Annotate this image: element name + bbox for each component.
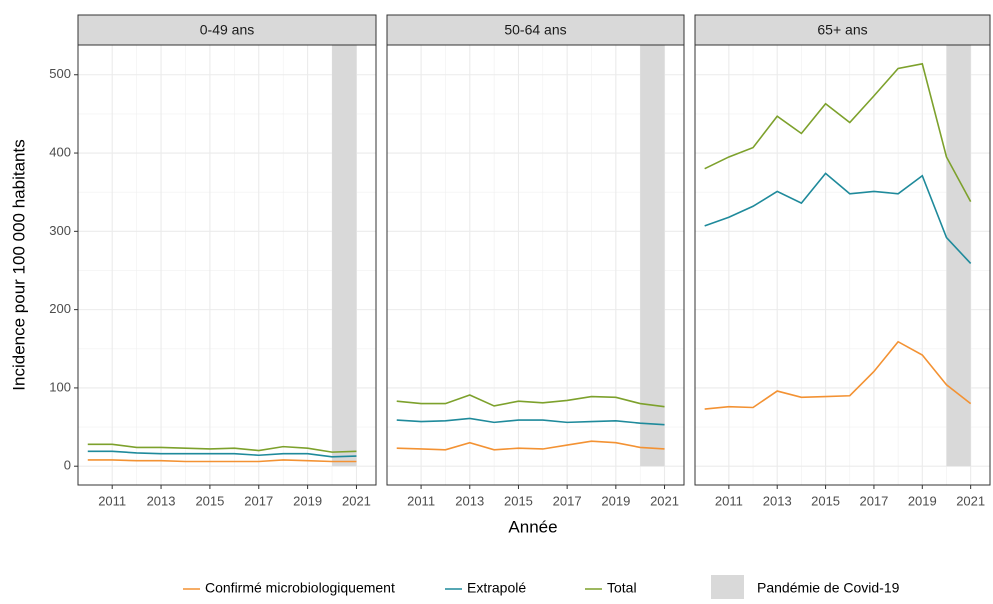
panel-border: [77, 44, 377, 486]
y-tick-label: 200: [49, 301, 71, 316]
y-tick-label: 400: [49, 144, 71, 159]
series-line: [87, 443, 357, 453]
pandemic-shade: [946, 45, 971, 467]
series-line: [87, 450, 357, 458]
x-tick-label: 2011: [98, 493, 126, 508]
x-tick-label: 2015: [504, 493, 533, 508]
legend-label: Pandémie de Covid-19: [757, 580, 900, 596]
x-tick-label: 2015: [811, 493, 840, 508]
y-tick-label: 100: [49, 379, 71, 394]
x-tick-label: 2015: [195, 493, 224, 508]
facet-strip: [694, 14, 991, 46]
x-tick-label: 2019: [293, 493, 322, 508]
facet-title: 65+ ans: [817, 22, 867, 38]
panel-border: [386, 44, 685, 486]
x-tick-label: 2011: [715, 493, 743, 508]
y-axis-title: Incidence pour 100 000 habitants: [9, 139, 28, 390]
legend-label: Extrapolé: [467, 580, 526, 596]
x-axis-title: Année: [508, 517, 557, 536]
x-tick-label: 2017: [859, 493, 888, 508]
x-tick-label: 2013: [147, 493, 176, 508]
facet-title: 50-64 ans: [504, 22, 566, 38]
legend-label: Confirmé microbiologiquement: [205, 580, 395, 596]
series-line: [704, 62, 972, 202]
panel-border: [694, 44, 991, 486]
x-tick-label: 2019: [601, 493, 630, 508]
y-tick-label: 300: [49, 223, 71, 238]
legend-key: [711, 575, 744, 599]
x-tick-label: 2017: [244, 493, 273, 508]
x-tick-label: 2013: [455, 493, 484, 508]
facet-title: 0-49 ans: [200, 22, 254, 38]
facet-strip: [77, 14, 377, 46]
y-tick-label: 0: [64, 458, 71, 473]
series-line: [704, 172, 972, 264]
x-tick-label: 2019: [908, 493, 937, 508]
series-line: [396, 394, 665, 408]
x-tick-label: 2021: [956, 493, 985, 508]
pandemic-shade: [640, 45, 665, 467]
legend-label: Total: [607, 580, 637, 596]
pandemic-shade: [332, 45, 357, 467]
series-line: [87, 459, 357, 463]
series-line: [396, 440, 665, 451]
facet-strip: [386, 14, 685, 46]
x-tick-label: 2021: [650, 493, 679, 508]
series-line: [704, 340, 972, 410]
x-tick-label: 2017: [553, 493, 582, 508]
x-tick-label: 2013: [763, 493, 792, 508]
x-tick-label: 2021: [342, 493, 371, 508]
y-tick-label: 500: [49, 66, 71, 81]
x-tick-label: 2011: [407, 493, 435, 508]
series-line: [396, 417, 665, 426]
